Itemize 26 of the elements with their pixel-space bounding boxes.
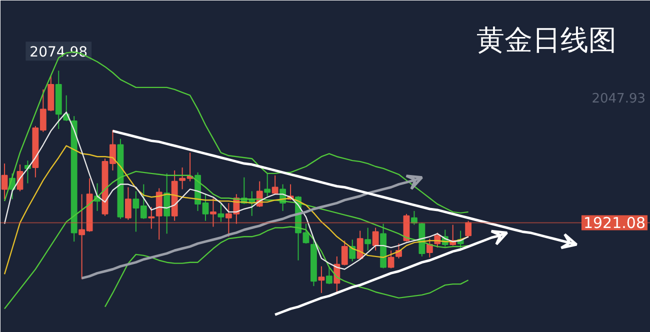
candlestick [388, 250, 394, 269]
candlestick [465, 220, 472, 238]
candlestick [264, 172, 271, 197]
candlestick [1, 163, 8, 200]
candlestick [318, 266, 325, 294]
candlestick [326, 266, 332, 285]
candlestick [210, 198, 216, 228]
line-series [4, 145, 469, 275]
candlestick [356, 230, 364, 260]
candlestick [156, 188, 162, 240]
y-tick-label: 2047.93 [592, 91, 646, 106]
annotation: 2074.98 [30, 44, 88, 61]
line-series [4, 170, 469, 310]
candlestick [124, 186, 132, 220]
candlestick [426, 238, 433, 258]
candlestick [218, 204, 224, 222]
line-series [104, 226, 469, 308]
candlestick [349, 239, 356, 262]
candlestick [148, 206, 155, 230]
y-tick-label: 1921.08 [583, 214, 646, 232]
text: 黄金日线图 [476, 24, 616, 56]
candlestick [372, 227, 379, 251]
candlestick [272, 174, 278, 195]
candlestick [411, 210, 418, 226]
candlestick [164, 172, 170, 234]
candlestick [364, 227, 372, 251]
